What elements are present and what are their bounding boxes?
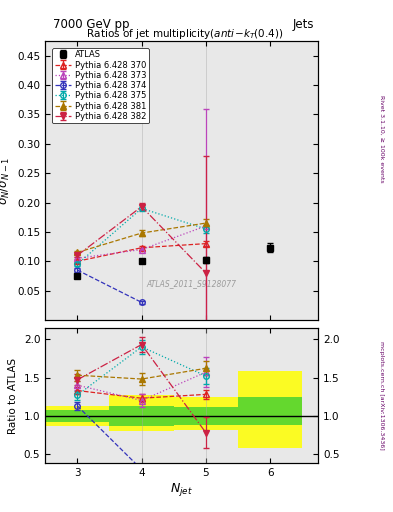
Text: Rivet 3.1.10, ≥ 100k events: Rivet 3.1.10, ≥ 100k events <box>379 95 384 182</box>
Text: ATLAS_2011_S9128077: ATLAS_2011_S9128077 <box>146 280 236 289</box>
X-axis label: $N_{jet}$: $N_{jet}$ <box>170 481 193 498</box>
Text: 7000 GeV pp: 7000 GeV pp <box>53 18 130 31</box>
Title:   Ratios of jet multiplicity$(anti\!-\!k_T(0.4))$: Ratios of jet multiplicity$(anti\!-\!k_T… <box>80 27 283 41</box>
Legend: ATLAS, Pythia 6.428 370, Pythia 6.428 373, Pythia 6.428 374, Pythia 6.428 375, P: ATLAS, Pythia 6.428 370, Pythia 6.428 37… <box>52 48 149 123</box>
Y-axis label: Ratio to ATLAS: Ratio to ATLAS <box>8 357 18 434</box>
Text: mcplots.cern.ch [arXiv:1306.3436]: mcplots.cern.ch [arXiv:1306.3436] <box>379 341 384 450</box>
Text: Jets: Jets <box>293 18 314 31</box>
Y-axis label: $\sigma_N/\sigma_{N-1}$: $\sigma_N/\sigma_{N-1}$ <box>0 157 12 204</box>
